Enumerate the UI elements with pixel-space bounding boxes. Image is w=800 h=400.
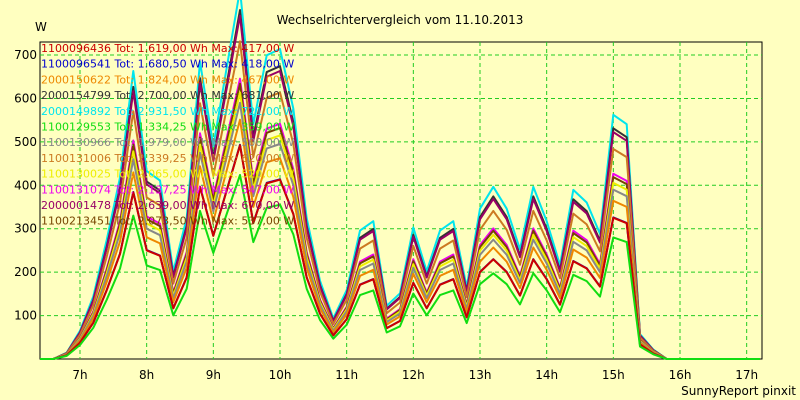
x-tick-label: 10h	[269, 368, 292, 382]
legend-entry-1100130966: 1100130966 Tot: 1.979,00 Wh Max: 500,00 …	[41, 136, 294, 149]
x-tick-label: 12h	[402, 368, 425, 382]
legend-entry-1100096436: 1100096436 Tot: 1.619,00 Wh Max: 417,00 …	[41, 42, 294, 55]
x-tick-label: 13h	[469, 368, 492, 382]
plot-area: 1100096436 Tot: 1.619,00 Wh Max: 417,00 …	[39, 0, 763, 360]
legend-entry-2000154799: 2000154799 Tot: 2.700,00 Wh Max: 681,00 …	[41, 89, 294, 102]
legend: 1100096436 Tot: 1.619,00 Wh Max: 417,00 …	[41, 42, 294, 228]
x-tick-label: 9h	[206, 368, 221, 382]
x-tick-label: 7h	[72, 368, 87, 382]
legend-entry-2000150622: 2000150622 Tot: 1.824,00 Wh Max: 467,00 …	[41, 73, 294, 86]
x-axis: 7h 8h 9h 10h 11h 12h 13h 14h 15h 16h 17h	[72, 368, 758, 382]
legend-entry-1100131006: 1100131006 Tot: 2.339,25 Wh Max: 620,00 …	[41, 152, 294, 165]
footer-credit: SunnyReport pinxit	[681, 384, 796, 398]
y-tick-label: 400	[14, 178, 37, 192]
legend-entry-2000149892: 2000149892 Tot: 2.931,50 Wh Max: 721,00 …	[41, 105, 294, 118]
legend-entry-1100096541: 1100096541 Tot: 1.680,50 Wh Max: 418,00 …	[41, 58, 294, 71]
legend-entry-1100129553: 1100129553 Tot: 1.334,25 Wh Max: 359,00 …	[41, 121, 294, 134]
y-tick-label: 600	[14, 91, 37, 105]
y-axis: 100 200 300 400 500 600 700	[14, 48, 37, 323]
y-tick-label: 700	[14, 48, 37, 62]
series-line-1100129553	[40, 174, 760, 360]
x-tick-label: 8h	[139, 368, 154, 382]
chart-title: Wechselrichtervergleich vom 11.10.2013	[277, 13, 524, 27]
series-lines	[40, 0, 760, 360]
y-tick-label: 300	[14, 222, 37, 236]
x-tick-label: 15h	[602, 368, 625, 382]
y-tick-label: 100	[14, 309, 37, 323]
x-tick-label: 14h	[535, 368, 558, 382]
y-tick-label: 500	[14, 135, 37, 149]
legend-entry-2000001478: 2000001478 Tot: 2.639,00 Wh Max: 670,00 …	[41, 199, 294, 212]
legend-entry-1100131074: 1100131074 Tot: 2.137,25 Wh Max: 547,00 …	[41, 183, 294, 196]
x-tick-label: 11h	[335, 368, 358, 382]
y-tick-label: 200	[14, 265, 37, 279]
y-axis-label: W	[35, 20, 47, 34]
legend-entry-1100213451: 1100213451 Tot: 2.073,50 Wh Max: 537,00 …	[41, 215, 294, 228]
legend-entry-1100130025: 1100130025 Tot: 2.065,00 Wh Max: 520,00 …	[41, 168, 294, 181]
x-tick-label: 16h	[669, 368, 692, 382]
x-tick-label: 17h	[735, 368, 758, 382]
